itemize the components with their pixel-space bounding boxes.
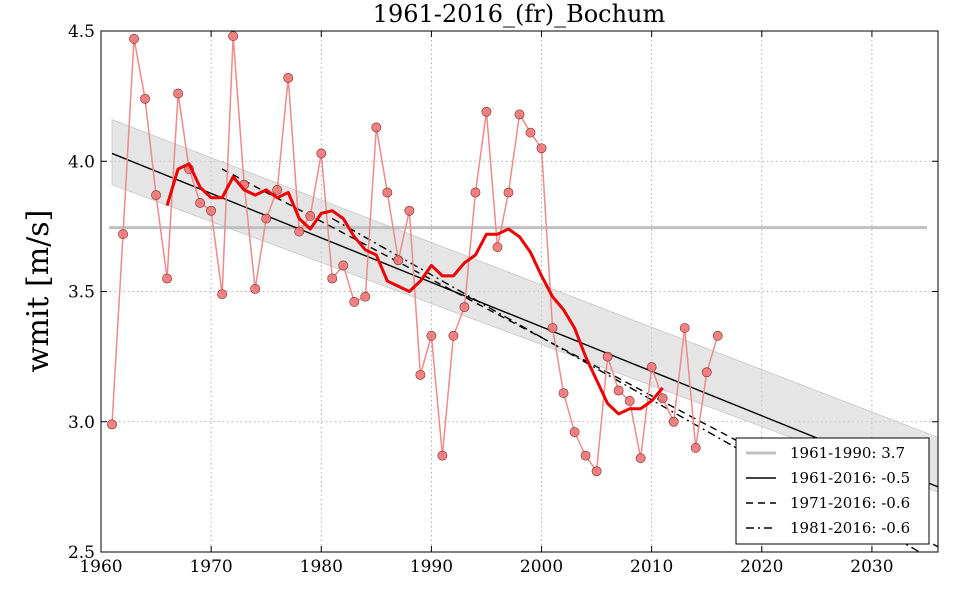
- annual-point: [360, 291, 371, 302]
- legend-label: 1961-1990: 3.7: [790, 444, 905, 462]
- annual-point: [470, 187, 481, 198]
- annual-point: [591, 466, 602, 477]
- annual-point: [107, 419, 117, 430]
- annual-point: [558, 388, 569, 398]
- annual-point: [129, 33, 139, 44]
- annual-point: [536, 143, 547, 154]
- annual-point: [162, 273, 172, 284]
- annual-point: [569, 427, 580, 438]
- legend-label: 1961-2016: -0.5: [790, 469, 910, 487]
- x-tick-label: 2000: [520, 557, 563, 577]
- y-tick-label: 3.0: [68, 413, 95, 433]
- annual-point: [173, 88, 183, 99]
- ticks-layer: 1960 1970 1980 1990 2000 2010 2020 2030 2.5 3.0 3.…: [68, 22, 938, 577]
- annual-point: [294, 226, 305, 237]
- annual-series-line: [111, 36, 719, 474]
- annual-point: [481, 106, 492, 117]
- annual-point: [349, 297, 360, 307]
- annual-point: [602, 351, 613, 362]
- annual-point: [668, 416, 679, 427]
- annual-point: [415, 369, 426, 380]
- annual-point: [338, 260, 349, 271]
- annual-point: [217, 289, 228, 300]
- annual-point: [525, 127, 536, 138]
- y-axis-label: wmit [m/s]: [21, 210, 56, 373]
- annual-point: [206, 205, 217, 216]
- annual-point: [448, 330, 459, 341]
- legend-box: [735, 437, 930, 545]
- confidence-band: [111, 118, 938, 493]
- annual-point: [195, 198, 206, 208]
- x-tick-label: 1970: [189, 557, 232, 577]
- annual-point: [635, 453, 646, 464]
- annual-point: [613, 385, 624, 396]
- annual-point: [514, 109, 525, 120]
- y-tick-label: 2.5: [68, 543, 95, 563]
- annual-point: [118, 229, 128, 240]
- annual-point: [712, 330, 723, 341]
- annual-point: [701, 367, 712, 378]
- annual-point: [327, 273, 338, 284]
- x-tick-label: 1960: [79, 557, 122, 577]
- annual-point: [646, 362, 657, 372]
- y-tick-label: 4.5: [68, 22, 95, 42]
- annual-point: [437, 450, 448, 461]
- x-tick-label: 2030: [850, 557, 893, 577]
- y-tick-label: 3.5: [68, 283, 95, 303]
- x-tick-label: 1980: [300, 557, 343, 577]
- x-tick-label: 1990: [410, 557, 453, 577]
- annual-point: [261, 213, 272, 224]
- annual-point: [492, 242, 503, 253]
- series-layer: [107, 31, 723, 477]
- annual-point: [140, 93, 150, 104]
- legend-label: 1981-2016: -0.6: [790, 519, 910, 537]
- annual-point: [547, 323, 558, 333]
- legend-label: 1971-2016: -0.6: [790, 494, 910, 512]
- annual-point: [657, 393, 668, 404]
- x-tick-label: 2020: [740, 557, 783, 577]
- annual-point: [426, 330, 437, 341]
- annual-point: [250, 283, 261, 294]
- trend-line-solid: [111, 152, 938, 488]
- annual-point: [580, 450, 591, 461]
- moving-average-line: [165, 162, 664, 416]
- annual-point: [459, 302, 470, 313]
- annual-point: [272, 185, 283, 195]
- y-tick-label: 4.0: [68, 152, 95, 172]
- annual-point: [679, 323, 690, 333]
- annual-point: [624, 396, 635, 406]
- annual-point: [371, 122, 382, 133]
- legend: 1961-1990: 3.7 1961-2016: -0.5 1971-2016: …: [735, 437, 930, 545]
- annual-point: [404, 205, 415, 216]
- annual-point: [283, 72, 294, 83]
- annual-point: [228, 31, 239, 42]
- x-tick-label: 2010: [630, 557, 673, 577]
- annual-point: [503, 187, 514, 198]
- annual-point: [151, 190, 161, 201]
- confidence-band-layer: [111, 118, 938, 493]
- annual-point: [305, 211, 316, 221]
- annual-point: [382, 187, 393, 198]
- annual-point: [316, 148, 327, 159]
- chart-title: 1961-2016_(fr)_Bochum: [373, 0, 666, 28]
- annual-point: [690, 442, 701, 453]
- annual-point: [393, 255, 404, 266]
